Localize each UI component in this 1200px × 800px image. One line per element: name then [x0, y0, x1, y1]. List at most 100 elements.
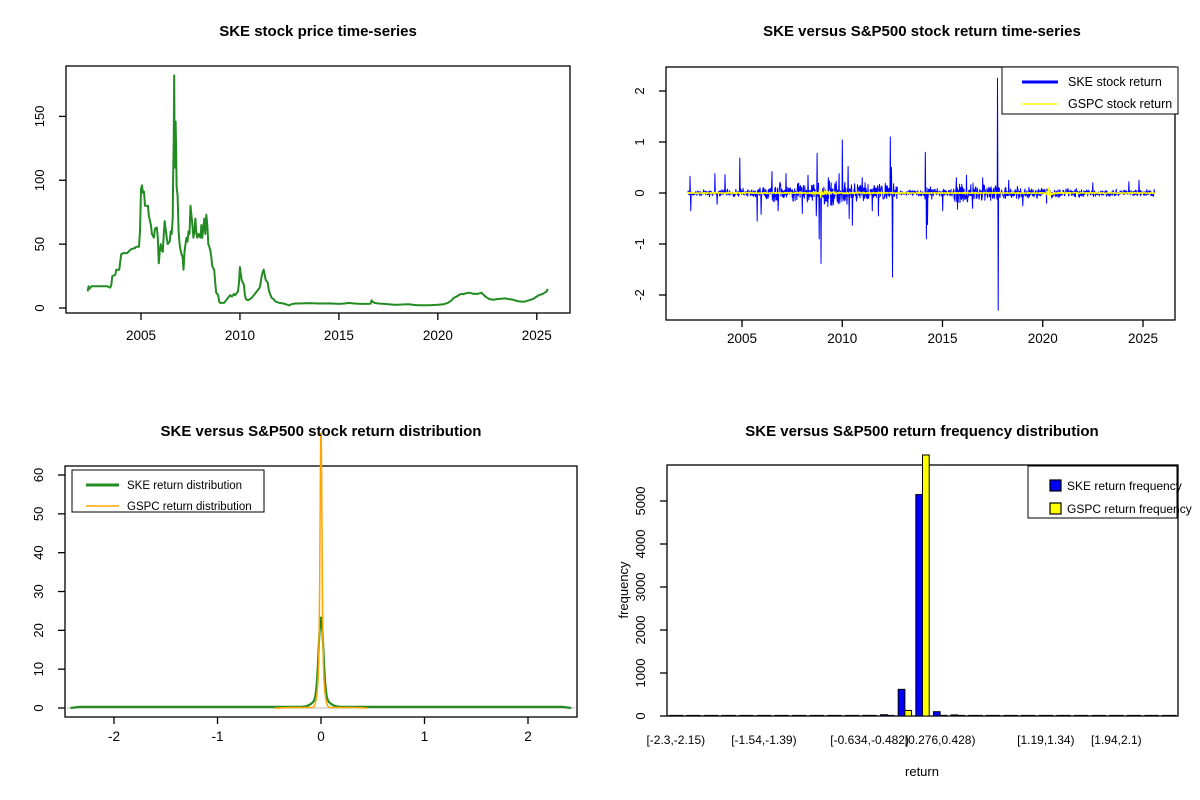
- x-tick-label: 2015: [927, 331, 957, 346]
- gspc-freq-bar: [992, 714, 1001, 717]
- chart-title-return-frequency: SKE versus S&P500 return frequency distr…: [745, 423, 1098, 440]
- gspc-freq-bar: [851, 714, 860, 717]
- y-tick-label: 50: [31, 507, 46, 521]
- x-tick-label: 2: [524, 729, 532, 744]
- chart-return-timeseries: -2 -1 0 1 2 2005 2010 2015 2020 2025 SKE stock ret…: [632, 23, 1179, 346]
- y-tick-label: 20: [31, 623, 46, 637]
- ske-freq-bar: [739, 714, 747, 717]
- y-tick-label: -2: [632, 289, 647, 301]
- panel-return-timeseries: -2 -1 0 1 2 2005 2010 2015 2020 2025 SKE stock ret…: [600, 0, 1200, 400]
- gspc-freq-bar: [869, 714, 877, 717]
- y-tick-label: 40: [31, 545, 46, 559]
- x-tick-label: 2020: [423, 328, 453, 343]
- x-tick-label: -1: [211, 729, 223, 744]
- x-tick-label: 2010: [225, 328, 255, 343]
- y-tick-label: 30: [31, 584, 46, 598]
- gspc-freq-bar: [904, 709, 913, 717]
- ske-freq-bar: [1161, 714, 1170, 717]
- gspc-freq-bar: [1115, 714, 1124, 717]
- gspc-freq-bar: [692, 714, 701, 717]
- x-tick-label: 2025: [522, 328, 552, 343]
- bin-label: [1.19,1.34): [1017, 733, 1074, 747]
- bin-label: [-2.3,-2.15): [646, 733, 705, 747]
- ske-freq-bar: [756, 714, 765, 717]
- bin-label: [-0.634,-0.482): [830, 733, 909, 747]
- y-tick-label: 60: [31, 468, 46, 482]
- y-tick-label: 0: [31, 704, 46, 711]
- plot-box: [65, 65, 571, 314]
- gspc-freq-bar: [1168, 714, 1177, 717]
- ske-freq-bar: [703, 714, 712, 717]
- gspc-freq-bar: [781, 714, 789, 717]
- x-tick-label: 2005: [126, 328, 156, 343]
- gspc-freq-bar: [745, 714, 754, 717]
- gspc-freq-bar: [798, 714, 807, 717]
- y-tick-label: 10: [31, 662, 46, 676]
- chart-return-distribution: 0 10 20 30 40 50 60 -2 -1 0 1 2 SKE return distribut…: [31, 423, 578, 744]
- legend-label: SKE return distribution: [127, 480, 242, 492]
- gspc-freq-bar: [1045, 714, 1054, 717]
- panel-ske-price: 0 50 100 150 2005 2010 2015 2020 2025 SKE stock …: [0, 0, 600, 400]
- ske-freq-bar: [1038, 714, 1047, 717]
- gspc-freq-bar: [1080, 714, 1089, 717]
- legend-swatch: [1049, 479, 1062, 492]
- gspc-freq-bar: [1151, 714, 1159, 717]
- ske-freq-bar: [1003, 714, 1012, 717]
- gspc-freq-bar: [833, 714, 842, 717]
- legend-label: GSPC stock return: [1068, 97, 1172, 111]
- gspc-freq-bar: [974, 714, 983, 717]
- y-tick-label: -1: [632, 238, 647, 250]
- y-tick-label: 0: [632, 189, 647, 196]
- gspc-return-line: [687, 187, 1156, 200]
- bin-label: [1.94,2.1): [1091, 733, 1142, 747]
- y-tick-label: 4000: [633, 530, 648, 559]
- y-tick-label: 1: [632, 138, 647, 145]
- panel-return-distribution: 0 10 20 30 40 50 60 -2 -1 0 1 2 SKE return distribut…: [0, 400, 600, 800]
- legend-swatch: [1049, 502, 1062, 515]
- x-tick-label: 0: [317, 729, 325, 744]
- ske-freq-bar: [827, 714, 835, 717]
- y-tick-label: 1000: [633, 659, 648, 688]
- ske-freq-bar: [686, 714, 694, 717]
- legend-box: [1001, 66, 1179, 115]
- gspc-freq-bar: [710, 714, 719, 717]
- ske-freq-bar: [1073, 714, 1082, 717]
- gspc-freq-bar: [957, 714, 965, 717]
- ske-freq-bar: [1021, 714, 1029, 717]
- ske-freq-bar: [721, 714, 730, 717]
- legend-label: SKE stock return: [1068, 75, 1162, 89]
- ske-freq-bar: [1144, 714, 1153, 717]
- gspc-freq-bar: [1133, 714, 1142, 717]
- chart-ske-price-timeseries: 0 50 100 150 2005 2010 2015 2020 2025 SKE stock …: [32, 23, 571, 343]
- ske-freq-bar: [950, 714, 959, 717]
- chart-return-frequency: 0 1000 2000 3000 4000 5000 [-2.3,-2.15) [-1.54,…: [616, 423, 1192, 779]
- x-tick-label: 2020: [1028, 331, 1058, 346]
- y-tick-label: 50: [32, 237, 47, 251]
- gspc-freq-bar: [763, 714, 772, 717]
- gspc-freq-bar: [1062, 714, 1071, 717]
- gspc-freq-bar: [939, 714, 948, 717]
- ske-freq-bar: [932, 711, 941, 717]
- ske-freq-bar: [1091, 714, 1100, 717]
- ske-density-curve: [69, 616, 572, 710]
- ske-freq-bar: [774, 714, 783, 717]
- gspc-freq-bar: [816, 714, 824, 717]
- legend-label: GSPC return frequency: [1067, 502, 1192, 516]
- y-tick-label: 0: [32, 304, 47, 311]
- gspc-freq-bar: [922, 454, 930, 717]
- y-tick-label: 3000: [633, 573, 648, 602]
- ske-price-line: [86, 74, 549, 307]
- y-tick-label: 5000: [633, 487, 648, 516]
- ske-freq-bar: [844, 714, 853, 717]
- bin-label: [-1.54,-1.39): [731, 733, 796, 747]
- y-axis-label-frequency: frequency: [616, 561, 631, 619]
- x-tick-label: 2005: [727, 331, 757, 346]
- x-tick-label: 2010: [827, 331, 857, 346]
- gspc-freq-bar: [1098, 714, 1106, 717]
- gspc-density-curve: [274, 432, 368, 709]
- ske-freq-bar: [985, 714, 994, 717]
- gspc-freq-bar: [1027, 714, 1036, 717]
- y-tick-label: 2: [632, 87, 647, 94]
- ske-freq-bar: [668, 714, 677, 717]
- gspc-freq-bar: [886, 714, 895, 717]
